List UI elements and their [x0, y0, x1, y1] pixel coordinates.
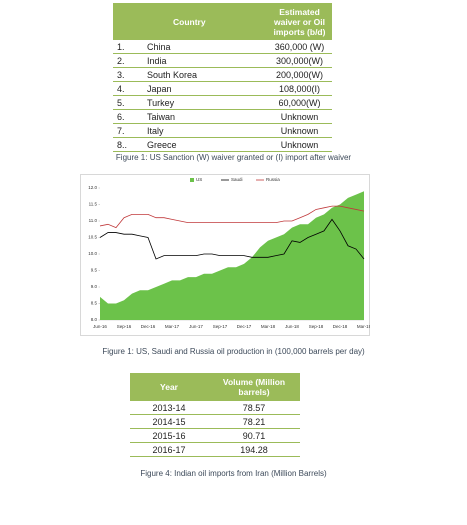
y-tick-label: 8.0: [91, 317, 98, 322]
y-tick-label: 9.0: [91, 284, 98, 289]
y-tick-label: 11.5: [89, 202, 98, 207]
x-tick-label: Sep-18: [309, 324, 324, 329]
x-tick-label: Dec-17: [237, 324, 252, 329]
cell: 3.: [113, 67, 143, 82]
cell: South Korea: [143, 67, 267, 82]
row: 3. South Korea 200,000(W): [113, 67, 332, 82]
x-tick-label: Dec-16: [141, 324, 156, 329]
cell: 2016-17: [130, 442, 208, 457]
row: 2. India 300,000(W): [113, 53, 332, 68]
cell: 108,000(I): [267, 81, 332, 96]
line: [99, 205, 365, 229]
x-tick-label: Sep-16: [117, 324, 132, 329]
cell: 60,000(W): [267, 95, 332, 110]
cell: 200,000(W): [267, 67, 332, 82]
caption: Figure 4: Indian oil imports from Iran (…: [140, 469, 327, 478]
cell: 1.: [113, 40, 143, 54]
y-tick-label: 11.0: [89, 218, 98, 223]
imports-table: Year Volume (Million barrels) 2013-14 78.…: [130, 373, 300, 457]
cell: 7.: [113, 123, 143, 138]
cell: 90.71: [208, 428, 300, 443]
x-tick-label: Jun-16: [93, 324, 107, 329]
cell: Unknown: [267, 123, 332, 138]
y-tick-label: 8.5: [91, 301, 98, 306]
cell: 2.: [113, 53, 143, 68]
cell: 360,000 (W): [267, 40, 332, 54]
y-tick-label: 10.0: [88, 251, 97, 256]
cell: 78.21: [208, 414, 300, 429]
cell: India: [143, 53, 267, 68]
cell: Greece: [143, 137, 267, 152]
row: 5. Turkey 60,000(W): [113, 95, 332, 110]
header-row: Year Volume (Million barrels): [130, 373, 300, 401]
cell: 78.57: [208, 401, 300, 415]
y-tick-label: 10.5: [88, 235, 97, 240]
cell: 194.28: [208, 442, 300, 457]
cell: 5.: [113, 95, 143, 110]
header-cell: Volume (Million barrels): [208, 373, 300, 401]
x-tick-label: Mar-18: [261, 324, 276, 329]
line: [99, 218, 365, 260]
x-tick-label: Dec-18: [333, 324, 348, 329]
row: 2016-17 194.28: [130, 442, 300, 457]
x-tick-label: Mar-19: [357, 324, 370, 329]
header-row: Country Estimated waiver or Oil imports …: [113, 3, 332, 40]
x-tick-label: Mar-17: [165, 324, 180, 329]
cell: Taiwan: [143, 109, 267, 124]
chart: 8.0 8.5 9.0 9.5 10.0 10.5 11.0 11.5 12.0 Jun-16 Se…: [80, 174, 370, 336]
row: 8.. Greece Unknown: [113, 137, 332, 152]
cell: Italy: [143, 123, 267, 138]
cell: Japan: [143, 81, 267, 96]
cell: 8..: [113, 137, 143, 152]
cell: 2013-14: [130, 401, 208, 415]
y-tick-label: 9.5: [91, 268, 98, 273]
caption: Figure 1: US, Saudi and Russia oil produ…: [102, 347, 365, 356]
header-cell: Estimated waiver or Oil imports (b/d): [267, 3, 332, 40]
chart-border: [80, 174, 370, 336]
row: 2014-15 78.21: [130, 414, 300, 429]
row: 2013-14 78.57: [130, 401, 300, 415]
row: 2015-16 90.71: [130, 428, 300, 443]
row: 7. Italy Unknown: [113, 123, 332, 138]
x-tick-label: Jun-18: [285, 324, 299, 329]
x-tick-label: Sep-17: [213, 324, 228, 329]
cell: 6.: [113, 109, 143, 124]
header-cell: Country: [143, 3, 267, 40]
row: 1. China 360,000 (W): [113, 40, 332, 54]
row: 6. Taiwan Unknown: [113, 109, 332, 124]
header-cell: [113, 3, 143, 40]
cell: China: [143, 40, 267, 54]
area: [100, 191, 364, 320]
cell: 300,000(W): [267, 53, 332, 68]
caption: Figure 1: US Sanction (W) waiver granted…: [115, 153, 352, 162]
legend-label: Saudi: [231, 177, 243, 182]
header-cell: Year: [130, 373, 208, 401]
cell: Turkey: [143, 95, 267, 110]
legend-label: Russia: [266, 177, 280, 182]
cell: Unknown: [267, 137, 332, 152]
x-tick-label: Jun-17: [189, 324, 203, 329]
cell: 2015-16: [130, 428, 208, 443]
y-tick-label: 12.0: [88, 185, 97, 190]
waiver-table: Country Estimated waiver or Oil imports …: [113, 3, 332, 152]
row: 4. Japan 108,000(I): [113, 81, 332, 96]
legend-swatch: [190, 178, 194, 182]
legend-label: US: [196, 177, 202, 182]
cell: 4.: [113, 81, 143, 96]
cell: 2014-15: [130, 414, 208, 429]
cell: Unknown: [267, 109, 332, 124]
